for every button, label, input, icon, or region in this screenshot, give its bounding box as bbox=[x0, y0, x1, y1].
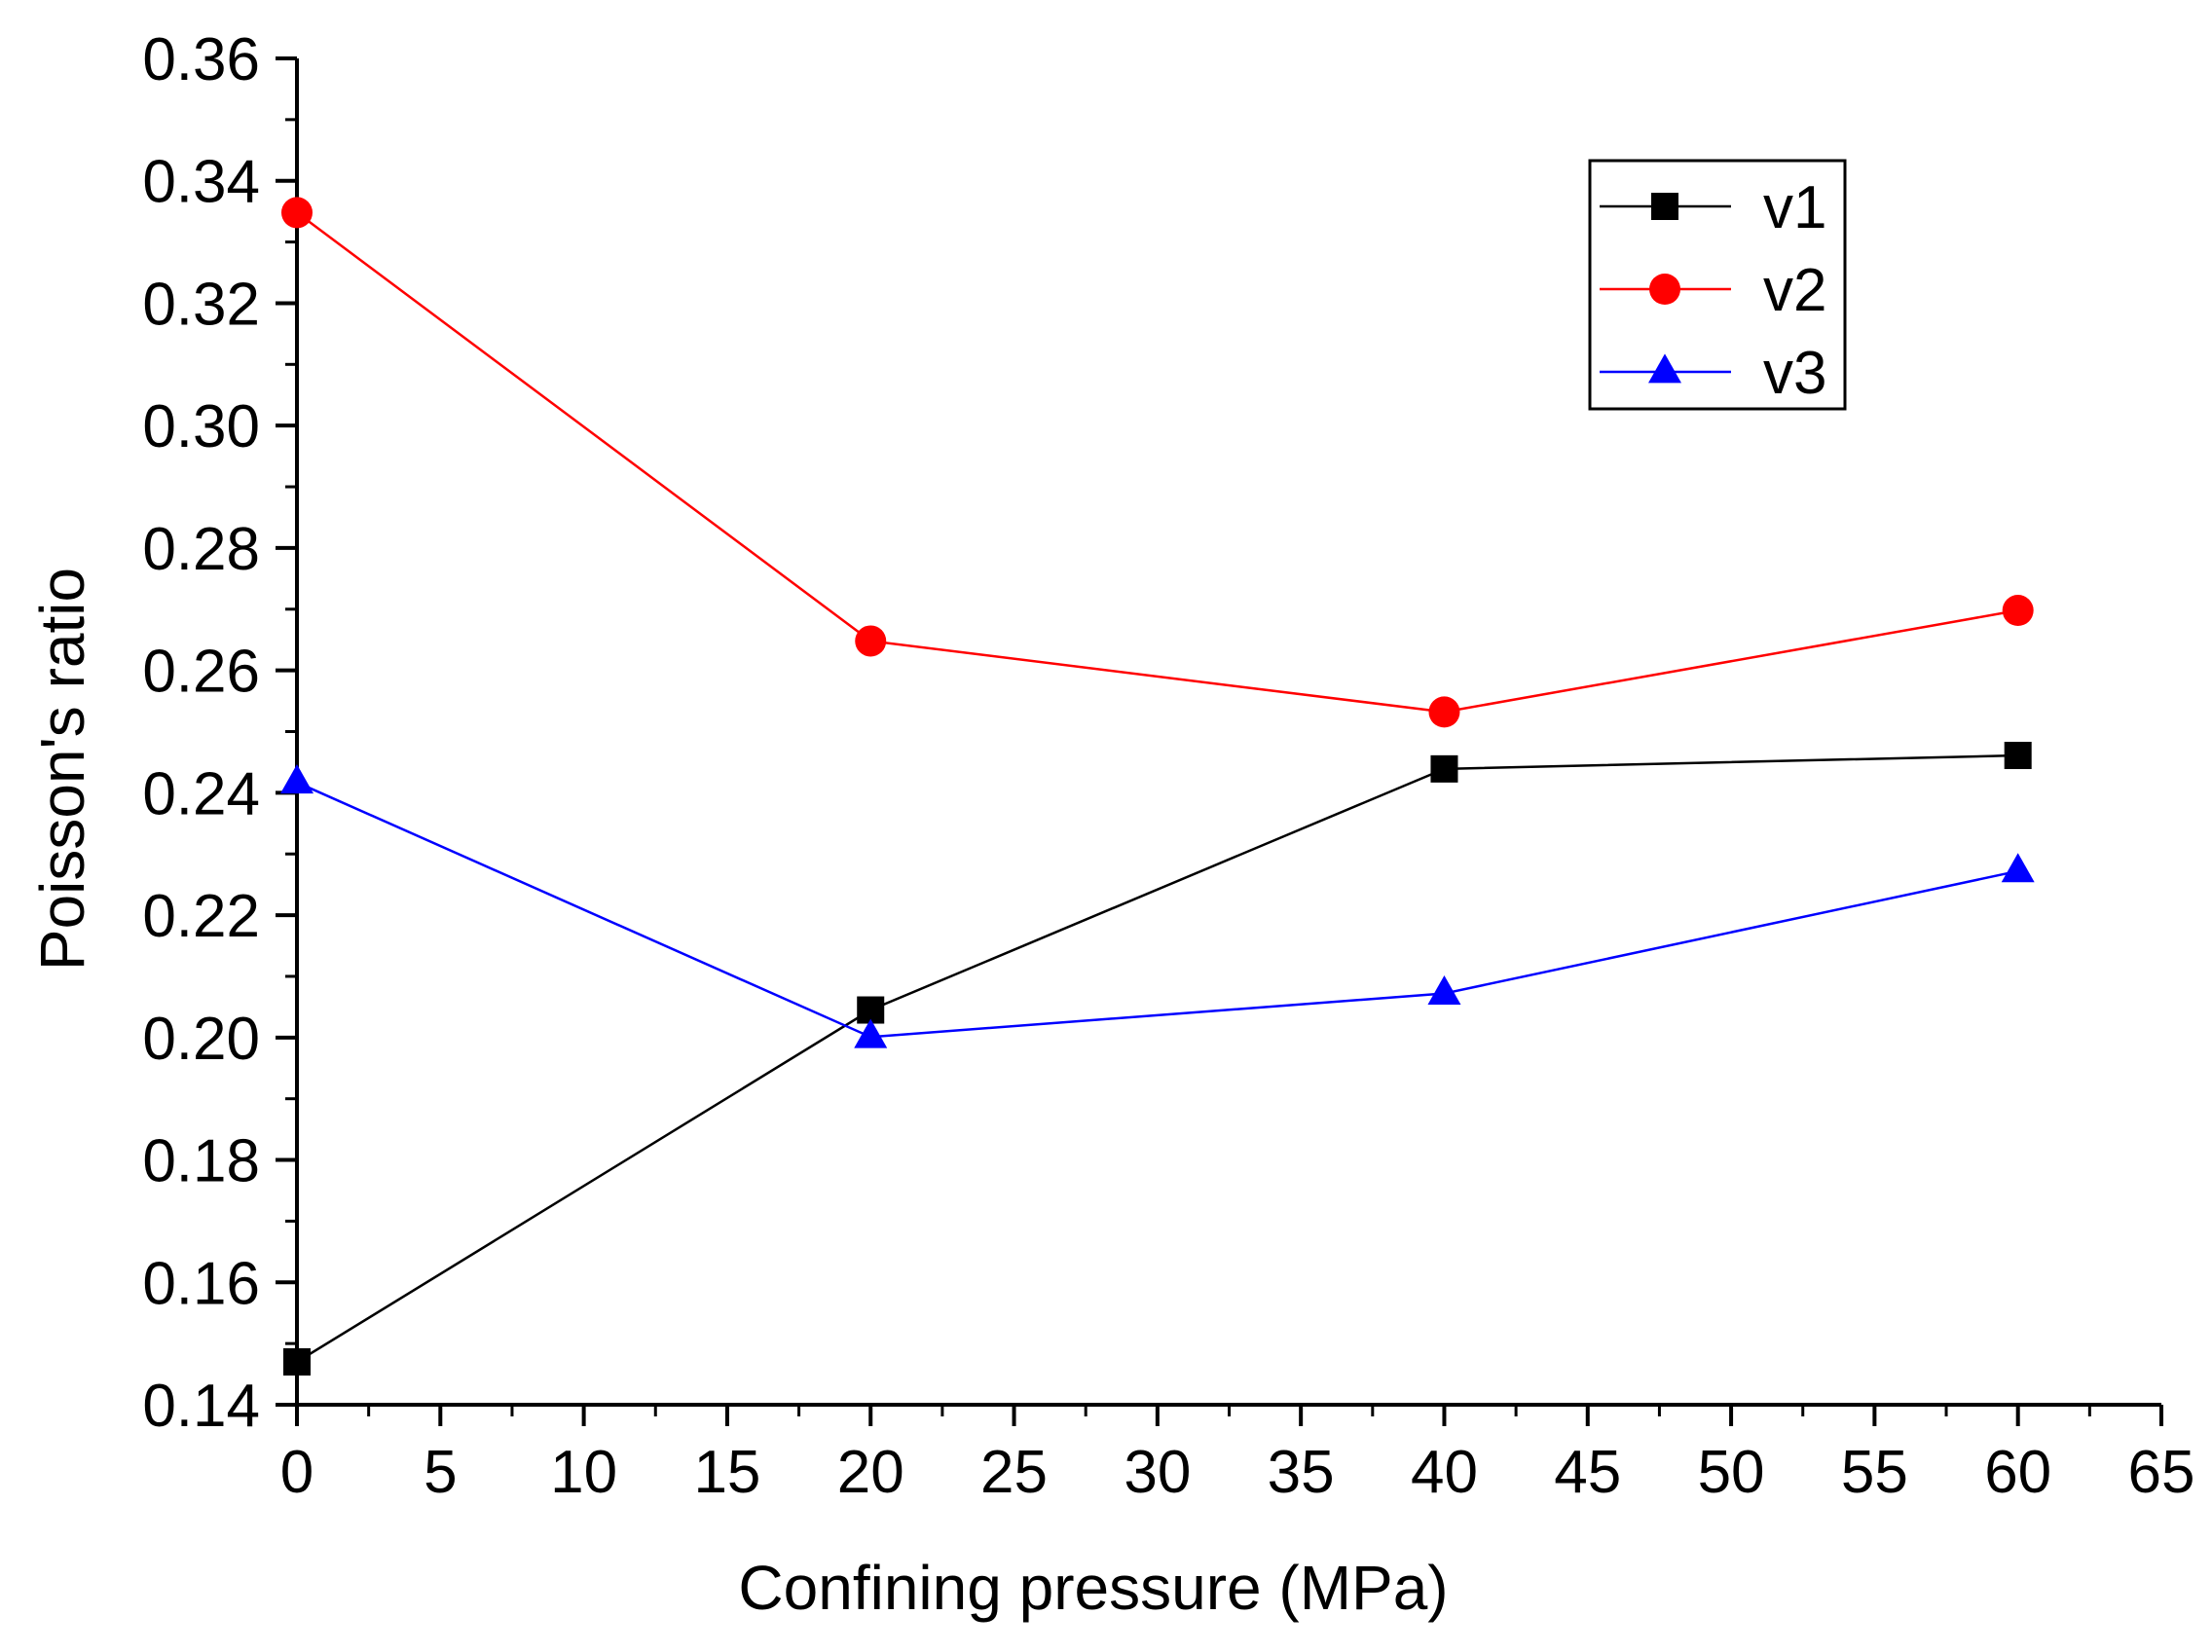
x-tick-label: 45 bbox=[1554, 1439, 1621, 1506]
y-tick-label: 0.28 bbox=[142, 516, 260, 583]
legend-box bbox=[1588, 159, 1847, 411]
y-tick-label: 0.18 bbox=[142, 1128, 260, 1195]
data-point-v1 bbox=[2004, 742, 2032, 770]
x-tick-label: 0 bbox=[280, 1439, 313, 1506]
x-tick-label: 55 bbox=[1841, 1439, 1908, 1506]
data-point-v1 bbox=[1430, 754, 1458, 783]
x-tick-label: 40 bbox=[1411, 1439, 1478, 1506]
x-tick-label: 35 bbox=[1268, 1439, 1335, 1506]
y-axis-title: Poisson's ratio bbox=[27, 568, 97, 971]
data-point-v2 bbox=[855, 625, 887, 657]
y-tick-label: 0.20 bbox=[142, 1006, 260, 1073]
data-point-v2 bbox=[2002, 595, 2034, 627]
legend-marker-v2 bbox=[1649, 274, 1680, 305]
legend-label-v2: v2 bbox=[1763, 257, 1826, 324]
data-point-v3 bbox=[2001, 853, 2035, 883]
y-tick-label: 0.22 bbox=[142, 883, 260, 950]
x-tick-label: 50 bbox=[1698, 1439, 1765, 1506]
data-point-v2 bbox=[281, 197, 313, 229]
series-line-v2 bbox=[296, 211, 2018, 714]
data-point-v1 bbox=[283, 1347, 311, 1376]
y-tick-label: 0.34 bbox=[142, 149, 260, 216]
axes-layer: 0 5 10 15 20 25 30 35 40 45 50 55 60 65 0.14 0.16 0.18 0.… bbox=[142, 26, 2194, 1506]
y-tick-label: 0.14 bbox=[142, 1373, 260, 1440]
data-point-v3 bbox=[854, 1018, 888, 1048]
x-tick-label: 30 bbox=[1124, 1439, 1191, 1506]
x-axis-title: Confining pressure (MPa) bbox=[738, 1553, 1448, 1623]
x-tick-label: 10 bbox=[550, 1439, 617, 1506]
data-point-v2 bbox=[1428, 696, 1460, 728]
series-line-v1 bbox=[296, 753, 2018, 1364]
legend: v1 v2 v3 bbox=[1588, 159, 1847, 411]
data-point-v3 bbox=[280, 764, 313, 794]
x-tick-label: 65 bbox=[2128, 1439, 2195, 1506]
x-tick-label: 25 bbox=[980, 1439, 1048, 1506]
x-tick-label: 60 bbox=[1984, 1439, 2051, 1506]
series-layer bbox=[280, 197, 2035, 1376]
y-tick-label: 0.30 bbox=[142, 393, 260, 460]
x-tick-label: 20 bbox=[837, 1439, 904, 1506]
y-tick-label: 0.32 bbox=[142, 271, 260, 338]
data-point-v3 bbox=[1427, 974, 1461, 1005]
series-line-v3 bbox=[296, 781, 2018, 1039]
x-tick-label: 5 bbox=[424, 1439, 457, 1506]
y-tick-label: 0.26 bbox=[142, 639, 260, 706]
x-tick-label: 15 bbox=[693, 1439, 760, 1506]
legend-label-v1: v1 bbox=[1763, 174, 1826, 241]
y-tick-label: 0.24 bbox=[142, 760, 260, 827]
y-tick-label: 0.36 bbox=[142, 26, 260, 93]
legend-marker-v1 bbox=[1651, 193, 1678, 220]
legend-marker-v3 bbox=[1648, 353, 1681, 384]
legend-label-v3: v3 bbox=[1763, 340, 1826, 407]
y-tick-label: 0.16 bbox=[142, 1250, 260, 1317]
